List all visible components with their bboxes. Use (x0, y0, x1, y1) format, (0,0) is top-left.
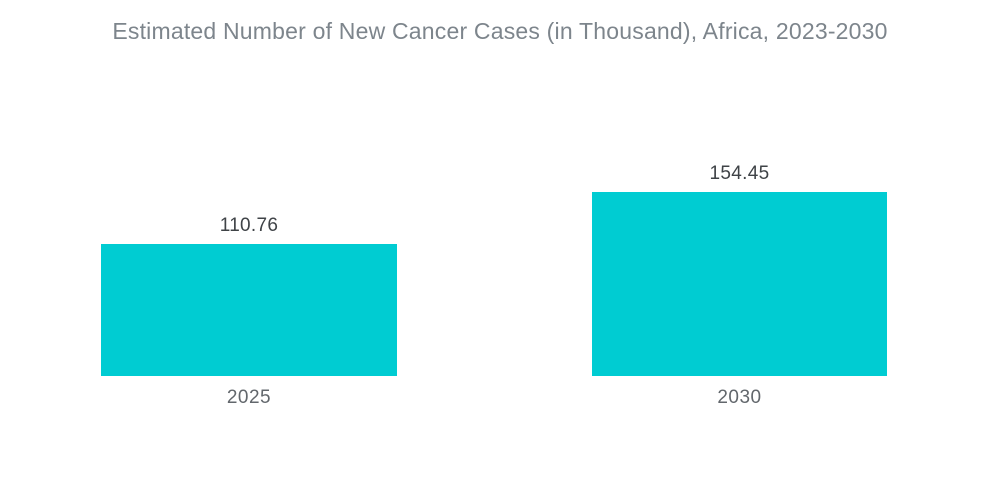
bar-2025[interactable] (101, 244, 397, 376)
x-axis-label-2030: 2030 (717, 387, 762, 408)
bar-value-label: 154.45 (709, 163, 770, 184)
chart-title: Estimated Number of New Cancer Cases (in… (112, 18, 888, 44)
x-axis-label-2025: 2025 (226, 387, 272, 408)
bar-value-label: 110.76 (219, 215, 279, 236)
bar-2030[interactable] (592, 192, 887, 376)
bar-group-2025: 110.76 2025 (101, 215, 397, 408)
bar-group-2030: 154.45 2030 (592, 163, 887, 408)
